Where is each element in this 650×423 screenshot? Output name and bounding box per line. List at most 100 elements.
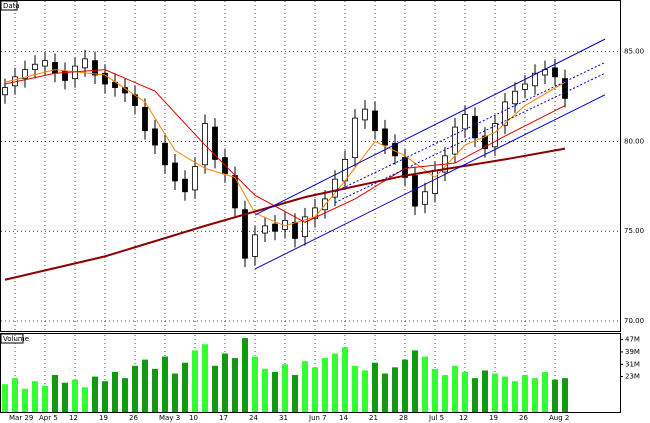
title-box [0,0,18,11]
volume-bar [542,371,548,412]
candle-body [372,110,378,132]
candle-body [512,90,518,105]
volume-tick-label: 31M [625,360,640,368]
x-tick-label: 17 [219,414,228,422]
candle-body [2,87,8,96]
price-pane [0,0,621,332]
volume-bar [132,365,138,412]
volume-bar [162,356,168,412]
candle-body [482,135,488,150]
volume-bar [462,371,468,412]
y-tick-label: 70.00 [624,317,644,325]
volume-bar [2,384,8,412]
volume-bar [392,367,398,412]
volume-bar [172,373,178,412]
candle-body [552,67,558,78]
x-tick-label: 24 [249,414,258,422]
volume-bar [562,378,568,412]
candle-body [412,175,418,207]
candle-body [242,209,248,259]
candle-body [172,162,178,182]
volume-bar [262,368,268,412]
volume-bar [192,350,198,412]
x-tick-label: Jun 7 [308,414,327,422]
volume-bar [92,376,98,412]
volume-bar [362,370,368,412]
x-tick-label: 12 [459,414,468,422]
volume-bar [322,358,328,412]
candle-body [502,101,508,126]
candle-body [332,178,338,198]
volume-bar [82,387,88,412]
x-tick-label: 31 [279,414,288,422]
x-tick-label: 14 [339,414,348,422]
volume-bar [372,362,378,412]
candle-body [302,216,308,238]
volume-bar [202,344,208,412]
volume-bar [292,375,298,412]
volume-bar [502,376,508,412]
volume-bar [532,378,538,412]
volume-bar [182,362,188,412]
volume-bar [302,361,308,412]
x-tick-label: 26 [519,414,528,422]
candle-body [492,123,498,148]
y-tick-label: 75.00 [624,227,644,235]
chart-title: Data [3,2,20,10]
candle-body [82,58,88,69]
x-tick-label: Apr 5 [39,414,58,422]
candle-body [92,60,98,76]
volume-bar [242,338,248,412]
y-tick-label: 80.00 [624,137,644,145]
volume-bar [102,381,108,412]
volume-bar [42,385,48,412]
x-tick-label: 21 [369,414,378,422]
x-tick-label: Mar 29 [9,414,33,422]
candle-body [422,191,428,205]
volume-bar [402,359,408,412]
candle-body [452,126,458,155]
volume-bar [282,364,288,412]
candle-body [252,234,258,257]
candle-body [362,108,368,121]
volume-bar [552,379,558,412]
indicator-line [4,69,566,227]
volume-bar [442,375,448,412]
volume-bar [412,350,418,412]
volume-title: Volume [3,335,29,343]
candle-body [432,169,438,194]
volume-bar [332,353,338,412]
x-tick-label: May 3 [159,414,180,422]
volume-bar [492,373,498,412]
indicator-line [4,69,566,223]
candle-body [32,63,38,71]
volume-bar [72,379,78,412]
volume-bar [52,375,58,412]
x-tick-label: 19 [489,414,498,422]
candle-body [102,72,108,85]
indicator-line [254,38,606,216]
x-tick-label: 12 [69,414,78,422]
volume-bar [252,356,258,412]
x-tick-label: 26 [129,414,138,422]
volume-tick-label: 23M [625,373,640,381]
volume-bar [122,378,128,412]
x-tick-label: 19 [99,414,108,422]
candle-body [462,114,468,130]
volume-bar [12,378,18,412]
x-tick-label: 28 [399,414,408,422]
candle-body [212,126,218,160]
indicator-line [4,147,566,281]
indicator-line [334,72,606,203]
candle-body [192,166,198,191]
volume-bar [422,356,428,412]
volume-bar [222,353,228,412]
x-tick-label: Aug 2 [549,414,569,422]
volume-bar [212,365,218,412]
candle-body [262,225,268,234]
y-tick-label: 85.00 [624,48,644,56]
candle-body [52,62,58,74]
volume-bar [32,381,38,412]
candle-body [382,128,388,146]
volume-bar [452,365,458,412]
